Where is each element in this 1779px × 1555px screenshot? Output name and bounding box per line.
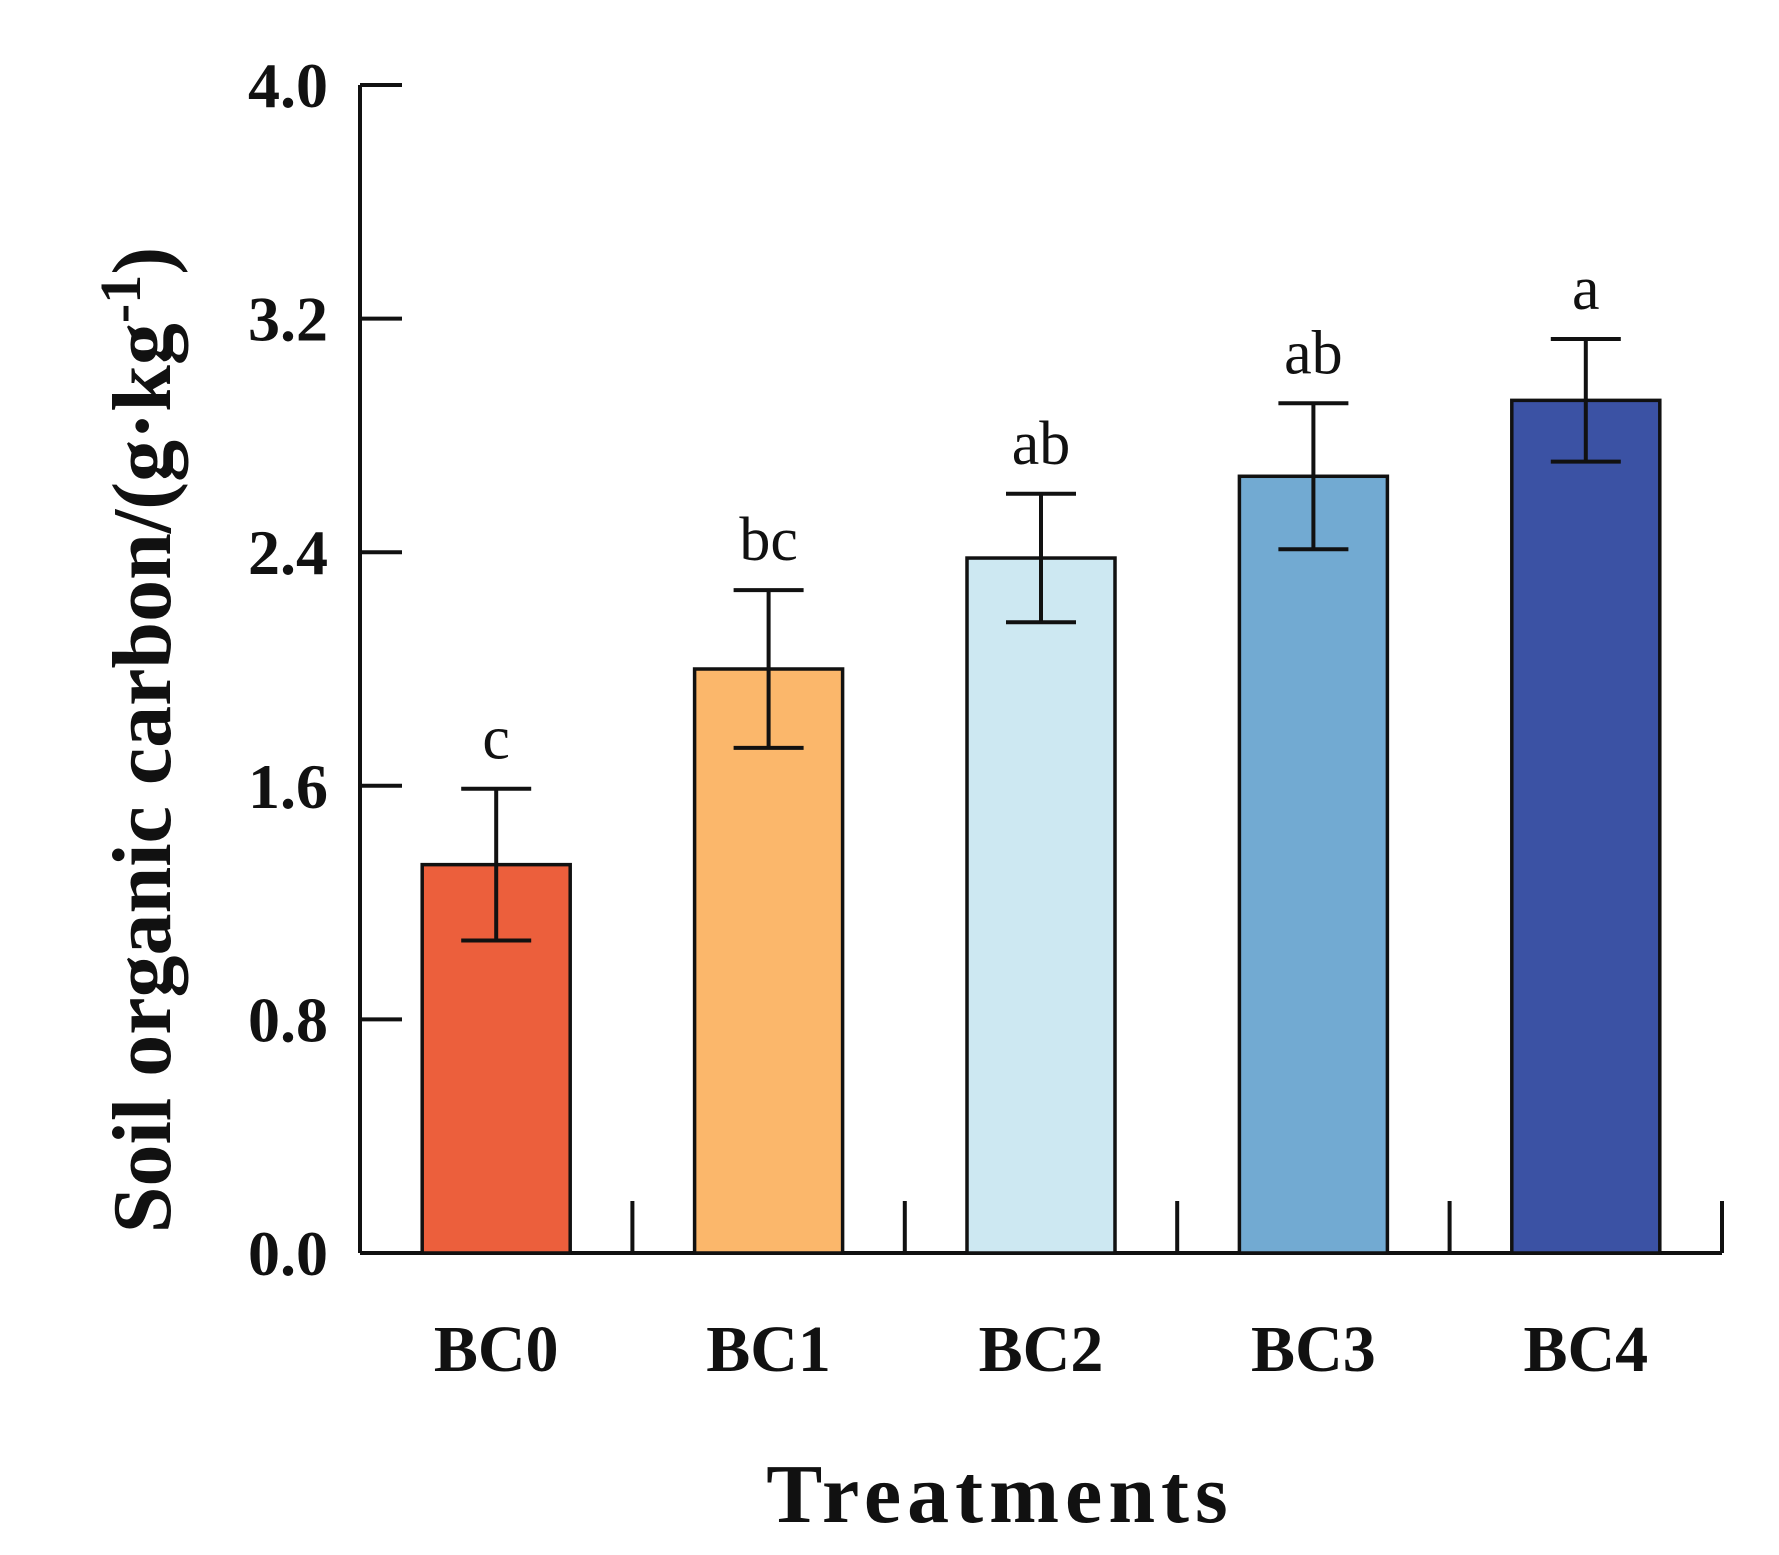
y-tick-label: 0.0 [248, 1218, 328, 1289]
significance-label: a [1572, 255, 1600, 323]
y-axis-title-main: Soil organic carbon/(g·kg [96, 323, 189, 1233]
bar-bc1 [692, 667, 845, 1255]
bar-bc3 [1237, 474, 1390, 1255]
y-tick-label: 1.6 [248, 751, 328, 822]
y-tick-label: 0.8 [248, 984, 328, 1055]
y-axis-title: Soil organic carbon/(g·kg-1) [88, 247, 189, 1233]
y-tick-label: 3.2 [248, 284, 328, 355]
category-label: BC3 [1251, 1313, 1376, 1386]
category-label: BC4 [1523, 1313, 1648, 1386]
significance-label: c [482, 705, 510, 773]
significance-label: bc [739, 506, 798, 574]
x-axis-title: Treatments [766, 1448, 1233, 1541]
category-label: BC2 [979, 1313, 1104, 1386]
significance-label: ab [1284, 319, 1343, 387]
bar-bc0 [420, 862, 572, 1255]
svg-text:Soil organic carbon/(g·kg-1): Soil organic carbon/(g·kg-1) [88, 247, 189, 1233]
y-tick-label: 4.0 [248, 50, 328, 121]
category-label: BC1 [706, 1313, 831, 1386]
significance-label: ab [1012, 410, 1071, 478]
category-label: BC0 [434, 1313, 559, 1386]
y-axis-title-close: ) [96, 247, 189, 275]
y-tick-label: 2.4 [248, 517, 328, 588]
bar-bc4 [1510, 398, 1662, 1255]
bar-bc2 [965, 556, 1117, 1255]
y-axis-title-superscript: -1 [88, 275, 153, 323]
